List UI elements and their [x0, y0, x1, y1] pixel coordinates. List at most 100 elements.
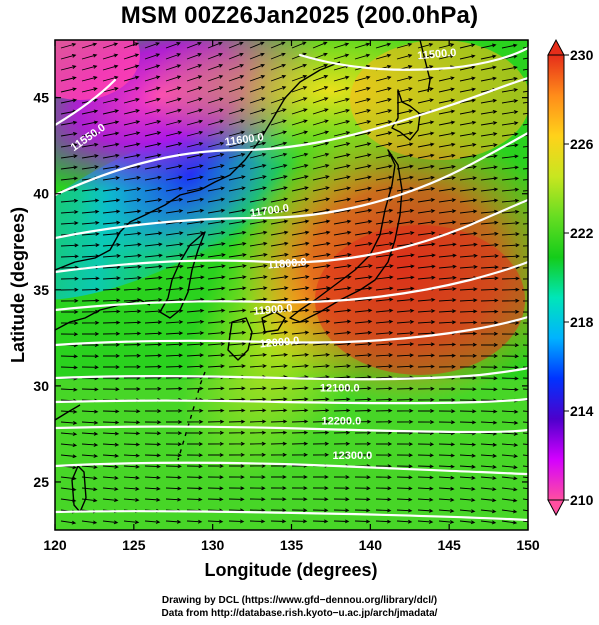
- wind-arrow: [144, 97, 161, 104]
- wind-arrow: [60, 254, 79, 259]
- wind-arrow: [480, 109, 498, 115]
- wind-arrow: [333, 131, 351, 137]
- wind-arrow: [438, 497, 455, 502]
- wind-arrow: [438, 198, 457, 203]
- wind-arrow: [417, 486, 434, 491]
- wind-arrow: [144, 353, 163, 358]
- wind-arrow: [396, 408, 414, 413]
- wind-arrow: [417, 297, 436, 302]
- wind-arrow: [522, 322, 528, 324]
- wind-arrow: [396, 286, 415, 291]
- wind-arrow: [522, 300, 528, 302]
- wind-arrow: [186, 219, 205, 225]
- wind-arrow: [522, 465, 528, 468]
- wind-arrow: [228, 286, 247, 291]
- wind-arrow: [249, 164, 267, 170]
- wind-arrow: [123, 220, 142, 225]
- x-tick-label: 135: [280, 537, 304, 553]
- contour-12200: [55, 425, 528, 434]
- wind-arrow: [165, 42, 181, 49]
- wind-arrow: [249, 130, 267, 137]
- wind-arrow: [501, 432, 519, 436]
- wind-arrow: [480, 309, 499, 314]
- wind-arrow: [249, 408, 267, 413]
- wind-arrow: [312, 508, 329, 513]
- wind-arrow: [375, 53, 392, 60]
- wind-arrow: [354, 397, 372, 402]
- wind-arrow: [312, 486, 329, 491]
- wind-arrow: [144, 420, 162, 425]
- wind-arrow: [480, 165, 498, 170]
- wind-arrow: [144, 86, 161, 93]
- wind-arrow: [375, 353, 394, 358]
- wind-arrow: [459, 120, 477, 126]
- wind-arrow: [480, 509, 497, 514]
- wind-arrow: [396, 464, 413, 469]
- colorbar-min-arrow: [547, 499, 565, 517]
- wind-arrow: [102, 253, 121, 258]
- wind-arrow: [459, 176, 478, 181]
- contour-label: 11800.0: [267, 256, 307, 271]
- wind-arrow: [228, 364, 246, 368]
- wind-arrow: [60, 409, 78, 414]
- wind-arrow: [396, 364, 414, 369]
- wind-arrow: [375, 42, 392, 49]
- wind-arrow: [102, 431, 120, 436]
- wind-arrow: [270, 364, 288, 368]
- wind-arrow: [102, 464, 119, 469]
- wind-arrow: [81, 354, 100, 359]
- wind-arrow: [81, 220, 100, 225]
- wind-arrow: [270, 519, 287, 524]
- wind-arrow: [312, 86, 329, 93]
- wind-arrow: [312, 75, 329, 82]
- wind-arrow: [165, 486, 182, 491]
- wind-arrow: [501, 221, 520, 225]
- wind-arrow: [123, 409, 141, 414]
- wind-arrow: [165, 464, 182, 469]
- wind-arrow: [228, 130, 246, 137]
- wind-arrow: [228, 219, 247, 225]
- wind-arrow: [60, 476, 77, 481]
- wind-arrow: [270, 352, 289, 357]
- wind-arrow: [522, 410, 528, 412]
- wind-arrow: [60, 432, 78, 436]
- colorbar-tick-label: 222: [570, 225, 594, 241]
- wind-arrow: [249, 141, 267, 148]
- colorbar-tick-label: 218: [570, 314, 594, 330]
- wind-arrow: [186, 319, 205, 324]
- wind-arrow: [207, 497, 224, 502]
- wind-arrow: [102, 342, 121, 347]
- wind-arrow: [354, 241, 373, 247]
- wind-arrow: [144, 42, 160, 49]
- wind-arrow: [333, 42, 350, 49]
- wind-arrow: [60, 154, 78, 159]
- wind-arrow: [375, 408, 393, 413]
- wind-arrow: [249, 97, 266, 104]
- wind-arrow: [123, 498, 140, 502]
- wind-arrow: [459, 420, 477, 425]
- wind-arrow: [270, 408, 288, 413]
- wind-arrow: [438, 464, 455, 469]
- wind-arrow: [375, 453, 393, 458]
- wind-arrow: [165, 286, 184, 291]
- wind-arrow: [60, 143, 78, 148]
- wind-arrow: [291, 230, 310, 236]
- wind-arrow: [396, 353, 415, 358]
- wind-arrow: [291, 441, 309, 446]
- wind-arrow: [312, 141, 330, 148]
- wind-arrow: [186, 453, 204, 458]
- wind-arrow: [522, 212, 528, 214]
- wind-arrow: [60, 287, 79, 292]
- wind-arrow: [480, 520, 497, 525]
- wind-arrow: [375, 242, 394, 247]
- wind-arrow: [165, 297, 184, 302]
- wind-arrow: [522, 168, 528, 170]
- wind-arrow: [291, 208, 310, 214]
- wind-arrow: [459, 320, 478, 325]
- wind-arrow: [81, 165, 99, 170]
- y-tick-label: 25: [33, 474, 49, 490]
- wind-arrow: [375, 342, 394, 346]
- wind-arrow: [123, 53, 140, 60]
- wind-arrow: [522, 355, 528, 357]
- wind-arrow: [102, 309, 121, 314]
